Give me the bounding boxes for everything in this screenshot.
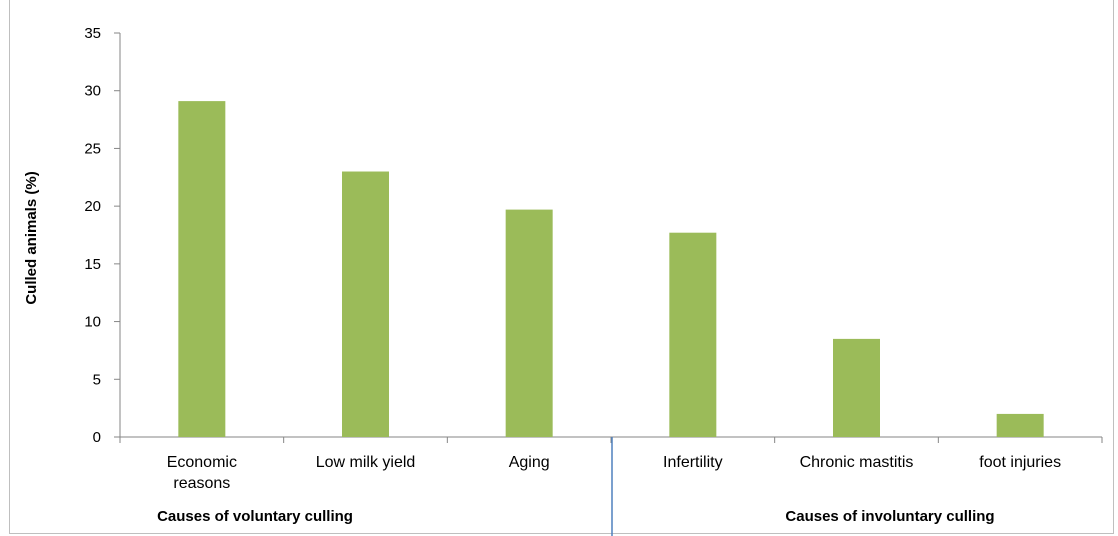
y-tick-label: 20: [84, 198, 101, 215]
y-tick-label: 25: [84, 140, 101, 157]
bars: [178, 101, 1044, 438]
y-tick-label: 35: [84, 25, 101, 42]
bar: [342, 171, 389, 437]
x-axis: [119, 436, 1103, 443]
y-axis: 0 5 10 15 20 25 30 35: [84, 25, 121, 446]
x-tick-label: reasons: [173, 475, 230, 492]
chart-frame: [9, 0, 1114, 534]
bar: [669, 232, 717, 437]
group-label: Causes of voluntary culling: [157, 508, 353, 525]
bar: [833, 338, 880, 437]
group-labels: Causes of voluntary culling Causes of inv…: [157, 437, 995, 536]
y-tick-label: 30: [84, 83, 101, 100]
category-labels: Economic reasons Low milk yield Aging Infert…: [167, 454, 1061, 492]
y-tick-label: 0: [93, 429, 101, 446]
x-tick-label: foot injuries: [979, 454, 1061, 471]
bar: [505, 209, 553, 437]
y-tick-label: 5: [93, 371, 101, 388]
bar: [996, 413, 1044, 437]
x-tick-label: Aging: [509, 454, 550, 471]
y-tick-label: 10: [84, 314, 101, 331]
y-axis-label: Culled animals (%): [23, 171, 40, 304]
x-tick-label: Chronic mastitis: [800, 454, 914, 471]
x-tick-label: Low milk yield: [316, 454, 416, 471]
bar: [178, 101, 226, 438]
x-tick-label: Economic: [167, 454, 237, 471]
group-label: Causes of involuntary culling: [785, 508, 994, 525]
y-tick-label: 15: [84, 256, 101, 273]
x-tick-label: Infertility: [663, 454, 723, 471]
